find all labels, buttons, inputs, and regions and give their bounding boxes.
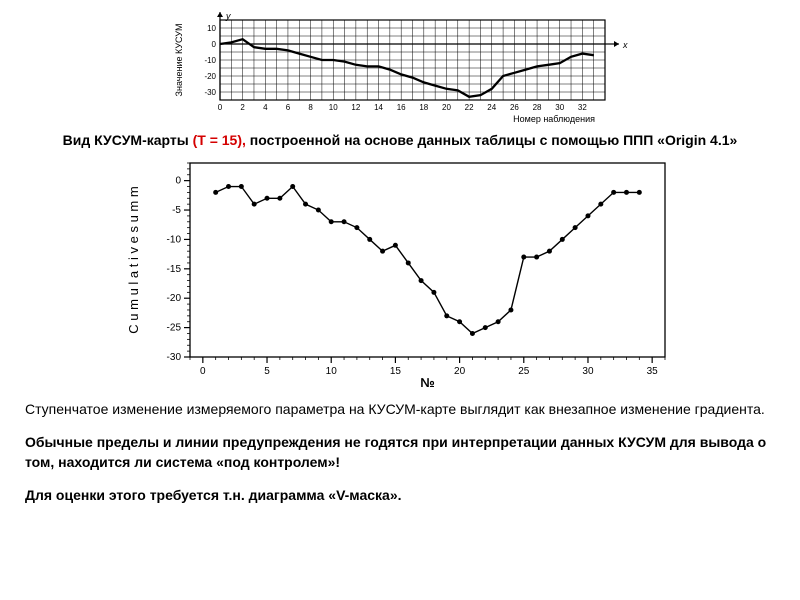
svg-text:8: 8 [308, 103, 313, 112]
svg-text:28: 28 [533, 103, 542, 112]
svg-text:-5: -5 [172, 205, 181, 216]
svg-text:-20: -20 [204, 72, 216, 81]
svg-text:-30: -30 [204, 88, 216, 97]
chart1-container: 02468101214161820222426283032-30-20-1001… [25, 10, 775, 125]
svg-text:-10: -10 [167, 234, 182, 245]
chart2-container: 0 5 10 15 20 25 30 35 -30 -25 -20 -15 -10 -5 0 № C u m u… [25, 155, 775, 390]
svg-text:-30: -30 [167, 352, 182, 363]
chart2-svg: 0 5 10 15 20 25 30 35 -30 -25 -20 -15 -10 -5 0 № C u m u… [120, 155, 680, 390]
body-text: Ступенчатое изменение измеряемого параме… [25, 400, 775, 506]
svg-text:26: 26 [510, 103, 519, 112]
svg-text:25: 25 [518, 366, 530, 377]
svg-text:0: 0 [175, 175, 181, 186]
paragraph-3: Для оценки этого требуется т.н. диаграмм… [25, 486, 775, 506]
svg-text:6: 6 [286, 103, 291, 112]
svg-text:-10: -10 [204, 56, 216, 65]
svg-text:-15: -15 [167, 263, 182, 274]
svg-text:№: № [420, 375, 435, 390]
svg-text:2: 2 [240, 103, 245, 112]
svg-text:4: 4 [263, 103, 268, 112]
svg-text:y: y [225, 11, 231, 21]
svg-text:-25: -25 [167, 322, 182, 333]
paragraph-2: Обычные пределы и линии предупреждения н… [25, 433, 775, 472]
svg-text:5: 5 [264, 366, 270, 377]
caption-red: (T = 15), [193, 132, 246, 148]
svg-text:0: 0 [218, 103, 223, 112]
svg-text:20: 20 [442, 103, 451, 112]
svg-text:24: 24 [487, 103, 496, 112]
svg-text:12: 12 [351, 103, 360, 112]
svg-text:20: 20 [454, 366, 466, 377]
svg-text:10: 10 [326, 366, 338, 377]
svg-text:Номер наблюдения: Номер наблюдения [513, 114, 595, 124]
caption-prefix: Вид КУСУМ-карты [63, 132, 193, 148]
svg-text:10: 10 [329, 103, 338, 112]
paragraph-1: Ступенчатое изменение измеряемого параме… [25, 400, 775, 420]
svg-text:C u m u l a t i v e s u m m: C u m u l a t i v e s u m m [126, 186, 141, 333]
svg-text:35: 35 [647, 366, 659, 377]
svg-text:14: 14 [374, 103, 383, 112]
svg-text:10: 10 [207, 24, 216, 33]
svg-text:22: 22 [465, 103, 474, 112]
svg-text:15: 15 [390, 366, 402, 377]
svg-text:16: 16 [397, 103, 406, 112]
svg-text:30: 30 [555, 103, 564, 112]
caption-suffix: построенной на основе данных таблицы с п… [246, 132, 737, 148]
svg-text:x: x [622, 40, 628, 50]
svg-text:18: 18 [419, 103, 428, 112]
svg-text:Значение КУСУМ: Значение КУСУМ [174, 24, 184, 97]
svg-text:30: 30 [582, 366, 594, 377]
svg-text:0: 0 [212, 40, 217, 49]
caption: Вид КУСУМ-карты (T = 15), построенной на… [25, 131, 775, 151]
svg-text:0: 0 [200, 366, 206, 377]
chart1-svg: 02468101214161820222426283032-30-20-1001… [145, 10, 655, 125]
svg-text:32: 32 [578, 103, 587, 112]
svg-text:-20: -20 [167, 293, 182, 304]
